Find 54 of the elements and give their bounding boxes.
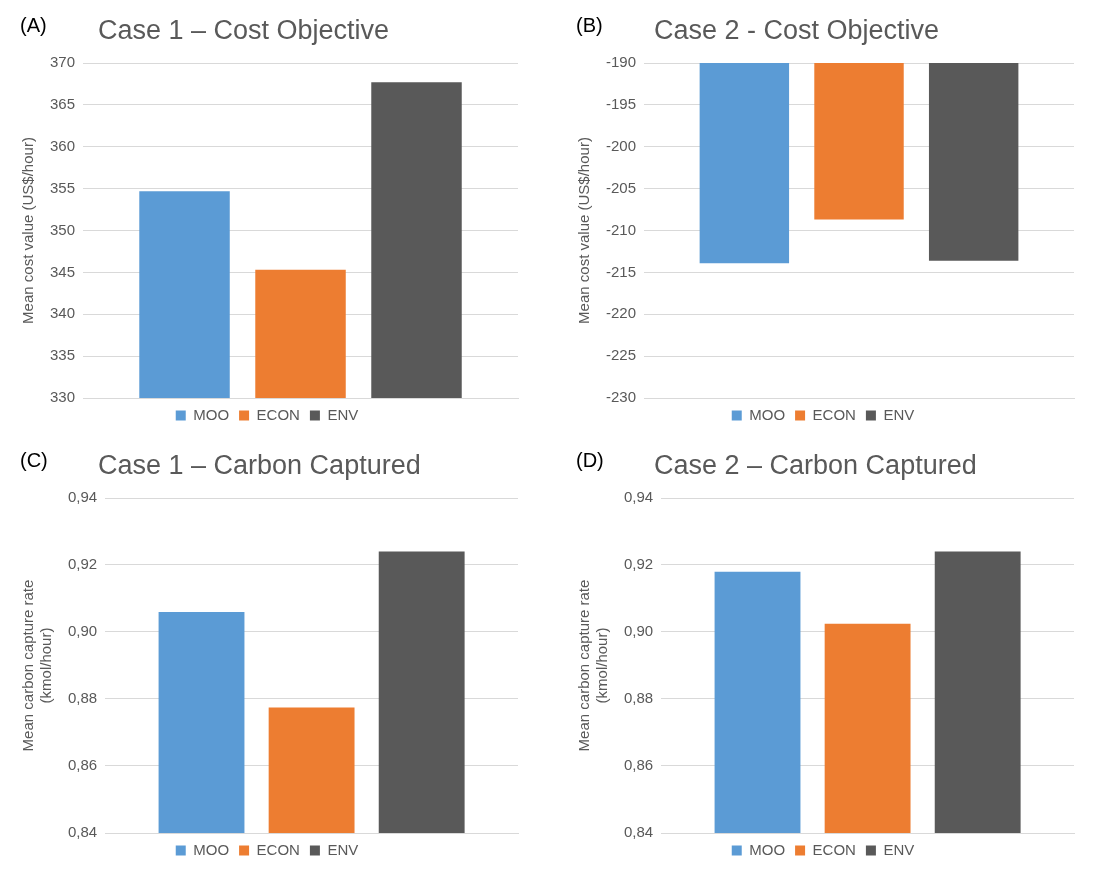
y-tick-label: 360 (50, 136, 76, 154)
y-tick-label: 0,94 (623, 488, 654, 506)
y-tick-label: 0,84 (67, 823, 98, 841)
y-tick-label: 0,92 (67, 555, 98, 573)
y-axis-title: Mean cost value (US$/hour) (19, 137, 37, 324)
y-axis-title: Mean cost value (US$/hour) (575, 137, 593, 324)
chart-title: Case 2 - Cost Objective (654, 14, 940, 45)
y-tick-label: 355 (50, 178, 76, 196)
y-tick-label: 0,90 (623, 622, 654, 640)
chart-title: Case 1 – Carbon Captured (98, 449, 421, 480)
legend-label: MOO (193, 840, 230, 858)
y-tick-label: 0,86 (67, 756, 98, 774)
legend-label: ENV (327, 840, 359, 858)
y-tick-label: 330 (50, 388, 76, 406)
text: (D) (576, 448, 604, 471)
y-tick-label: 370 (50, 53, 76, 71)
y-tick-label: 335 (50, 346, 76, 364)
legend-label: ECON (256, 840, 300, 858)
text: (C) (20, 448, 48, 471)
text: (B) (576, 13, 603, 36)
y-tick-label: 0,94 (67, 488, 98, 506)
chart-title: Case 2 – Carbon Captured (654, 449, 977, 480)
y-tick-label: -200 (605, 136, 637, 154)
y-tick-label: 365 (50, 95, 76, 113)
y-tick-label: 350 (50, 220, 76, 238)
legend-label: ECON (256, 405, 300, 423)
y-tick-label: -215 (605, 262, 637, 280)
y-tick-label: 0,86 (623, 756, 654, 774)
y-tick-label: -220 (605, 304, 637, 322)
chart-title: Case 1 – Cost Objective (98, 14, 390, 45)
legend-label: ECON (812, 840, 856, 858)
legend-label: ENV (327, 405, 359, 423)
y-axis-title: Mean carbon capture rate (kmol/hour) (575, 579, 611, 752)
text: (A) (20, 13, 47, 36)
legend-label: ECON (812, 405, 856, 423)
legend-label: MOO (193, 405, 230, 423)
y-tick-label: 0,88 (623, 689, 654, 707)
y-tick-label: 340 (50, 304, 76, 322)
y-tick-label: 345 (50, 262, 76, 280)
legend-label: ENV (883, 840, 915, 858)
legend-label: ENV (883, 405, 915, 423)
y-axis-title: Mean carbon capture rate (kmol/hour) (19, 579, 55, 752)
y-tick-label: -190 (605, 53, 637, 71)
y-tick-label: 0,88 (67, 689, 98, 707)
y-tick-label: -195 (605, 95, 637, 113)
y-tick-label: -205 (605, 178, 637, 196)
y-tick-label: 0,90 (67, 622, 98, 640)
y-tick-label: -230 (605, 388, 637, 406)
y-tick-label: -225 (605, 346, 637, 364)
y-tick-label: 0,84 (623, 823, 654, 841)
y-tick-label: -210 (605, 220, 637, 238)
legend-label: MOO (749, 840, 786, 858)
y-tick-label: 0,92 (623, 555, 654, 573)
legend-label: MOO (749, 405, 786, 423)
